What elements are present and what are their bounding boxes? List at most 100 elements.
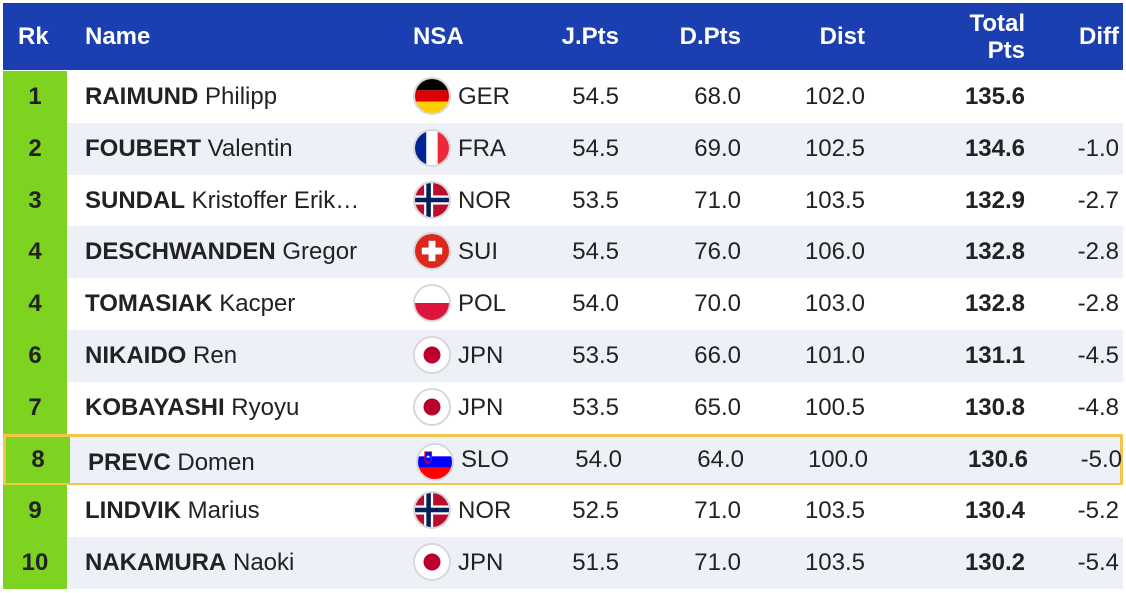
header-nsa[interactable]: NSA bbox=[413, 22, 464, 50]
poland-flag-icon bbox=[413, 284, 451, 322]
nsa-code: JPN bbox=[458, 394, 504, 421]
athlete-last-name: FOUBERT bbox=[85, 135, 201, 162]
distance: 103.0 bbox=[804, 290, 865, 317]
difference: -4.8 bbox=[1077, 394, 1119, 421]
distance-points: 64.0 bbox=[697, 446, 744, 473]
header-rank[interactable]: Rk bbox=[18, 22, 49, 50]
header-name[interactable]: Name bbox=[85, 22, 151, 50]
distance-points: 71.0 bbox=[694, 497, 741, 524]
header-total-pts[interactable]: Total Pts bbox=[903, 3, 1025, 70]
nsa-code: SLO bbox=[461, 446, 510, 473]
total-points: 130.4 bbox=[964, 497, 1025, 524]
athlete-first-name: Naoki bbox=[233, 549, 295, 576]
athlete-first-name: Ryoyu bbox=[231, 394, 300, 421]
rank-cell: 1 bbox=[3, 71, 67, 123]
table-row[interactable]: 8 PREVC Domen SLO 54.0 64.0 100.0 130.6 -5.0 bbox=[3, 434, 1123, 486]
athlete-last-name: KOBAYASHI bbox=[85, 394, 225, 421]
norway-flag-icon bbox=[413, 181, 451, 219]
nsa-code: JPN bbox=[458, 342, 504, 369]
table-row[interactable]: 4 DESCHWANDEN Gregor SUI 54.5 76.0 106.0 132.8… bbox=[3, 226, 1123, 278]
athlete-name[interactable]: NAKAMURA Naoki bbox=[85, 537, 403, 589]
athlete-name[interactable]: LINDVIK Marius bbox=[85, 485, 403, 537]
jump-points: 54.5 bbox=[572, 238, 619, 265]
germany-flag-icon bbox=[413, 77, 451, 115]
distance-points: 70.0 bbox=[694, 290, 741, 317]
rank-cell: 4 bbox=[3, 278, 67, 330]
athlete-first-name: Philipp bbox=[205, 83, 278, 110]
distance-points: 69.0 bbox=[694, 135, 741, 162]
table-row[interactable]: 1 RAIMUND Philipp GER 54.5 68.0 102.0 135.6 bbox=[3, 71, 1123, 123]
distance: 106.0 bbox=[804, 238, 865, 265]
distance: 101.0 bbox=[804, 342, 865, 369]
nsa-code: NOR bbox=[458, 497, 512, 524]
table-row[interactable]: 6 NIKAIDO Ren JPN 53.5 66.0 101.0 131.1 -4.5 bbox=[3, 330, 1123, 382]
japan-flag-icon bbox=[413, 543, 451, 581]
athlete-last-name: LINDVIK bbox=[85, 497, 181, 524]
distance: 103.5 bbox=[804, 187, 865, 214]
distance-points: 71.0 bbox=[694, 187, 741, 214]
athlete-last-name: TOMASIAK bbox=[85, 290, 213, 317]
athlete-name[interactable]: PREVC Domen bbox=[88, 437, 406, 483]
norway-flag-icon bbox=[413, 491, 451, 529]
athlete-name[interactable]: SUNDAL Kristoffer Erik… bbox=[85, 175, 403, 227]
distance: 100.0 bbox=[807, 446, 868, 473]
total-points: 135.6 bbox=[964, 83, 1025, 110]
rank-cell: 3 bbox=[3, 175, 67, 227]
table-row[interactable]: 10 NAKAMURA Naoki JPN 51.5 71.0 103.5 130.2 -5.… bbox=[3, 537, 1123, 589]
difference: -5.4 bbox=[1077, 549, 1119, 576]
jump-points: 53.5 bbox=[572, 394, 619, 421]
athlete-name[interactable]: TOMASIAK Kacper bbox=[85, 278, 403, 330]
table-header: Rk Name NSA J.Pts D.Pts Dist Total Pts D… bbox=[3, 3, 1123, 70]
total-points: 134.6 bbox=[964, 135, 1025, 162]
athlete-last-name: NIKAIDO bbox=[85, 342, 187, 369]
nsa-code: JPN bbox=[458, 549, 504, 576]
rank-cell: 8 bbox=[6, 437, 70, 483]
athlete-first-name: Kristoffer Erik… bbox=[191, 187, 360, 214]
athlete-last-name: SUNDAL bbox=[85, 187, 185, 214]
nsa-code: NOR bbox=[458, 187, 512, 214]
header-dist[interactable]: Dist bbox=[819, 22, 865, 50]
table-row[interactable]: 9 LINDVIK Marius NOR 52.5 71.0 103.5 130.4 -5.2 bbox=[3, 485, 1123, 537]
rank-cell: 7 bbox=[3, 382, 67, 434]
athlete-first-name: Domen bbox=[177, 449, 255, 476]
athlete-last-name: DESCHWANDEN bbox=[85, 238, 276, 265]
difference: -2.8 bbox=[1077, 290, 1119, 317]
table-row[interactable]: 7 KOBAYASHI Ryoyu JPN 53.5 65.0 100.5 130.8 -4.… bbox=[3, 382, 1123, 434]
table-row[interactable]: 2 FOUBERT Valentin FRA 54.5 69.0 102.5 134.6 -1… bbox=[3, 123, 1123, 175]
athlete-name[interactable]: DESCHWANDEN Gregor bbox=[85, 226, 403, 278]
athlete-name[interactable]: KOBAYASHI Ryoyu bbox=[85, 382, 403, 434]
nsa-code: SUI bbox=[458, 238, 499, 265]
header-dpts[interactable]: D.Pts bbox=[679, 22, 741, 50]
nsa-code: FRA bbox=[458, 135, 506, 162]
header-jpts[interactable]: J.Pts bbox=[561, 22, 619, 50]
difference: -4.5 bbox=[1077, 342, 1119, 369]
jump-points: 54.0 bbox=[575, 446, 622, 473]
athlete-name[interactable]: RAIMUND Philipp bbox=[85, 71, 403, 123]
rank-cell: 10 bbox=[3, 537, 67, 589]
rank-cell: 9 bbox=[3, 485, 67, 537]
difference bbox=[1043, 71, 1119, 123]
jump-points: 52.5 bbox=[572, 497, 619, 524]
table-row[interactable]: 4 TOMASIAK Kacper POL 54.0 70.0 103.0 132.8 -2.… bbox=[3, 278, 1123, 330]
distance: 102.5 bbox=[804, 135, 865, 162]
distance-points: 71.0 bbox=[694, 549, 741, 576]
jump-points: 53.5 bbox=[572, 187, 619, 214]
athlete-name[interactable]: FOUBERT Valentin bbox=[85, 123, 403, 175]
difference: -5.2 bbox=[1077, 497, 1119, 524]
athlete-first-name: Kacper bbox=[219, 290, 296, 317]
rank-cell: 4 bbox=[3, 226, 67, 278]
header-diff[interactable]: Diff bbox=[1079, 22, 1119, 50]
total-points: 130.6 bbox=[967, 446, 1028, 473]
athlete-last-name: PREVC bbox=[88, 449, 171, 476]
table-row[interactable]: 3 SUNDAL Kristoffer Erik… NOR 53.5 71.0 103.5… bbox=[3, 175, 1123, 227]
athlete-name[interactable]: NIKAIDO Ren bbox=[85, 330, 403, 382]
distance: 103.5 bbox=[804, 497, 865, 524]
total-points: 132.8 bbox=[964, 290, 1025, 317]
france-flag-icon bbox=[413, 129, 451, 167]
nsa-code: GER bbox=[458, 83, 511, 110]
difference: -5.0 bbox=[1080, 446, 1122, 473]
jump-points: 54.5 bbox=[572, 135, 619, 162]
difference: -1.0 bbox=[1077, 135, 1119, 162]
distance-points: 66.0 bbox=[694, 342, 741, 369]
